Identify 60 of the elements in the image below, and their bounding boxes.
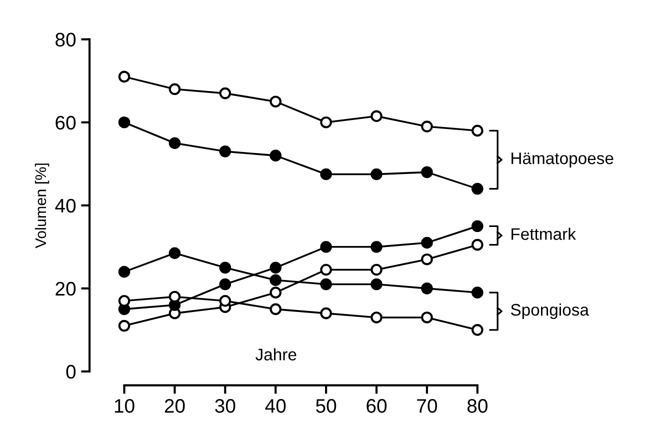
y-tick-label: 0: [66, 364, 76, 379]
point: [421, 120, 433, 132]
point: [168, 83, 181, 96]
point: [118, 116, 130, 128]
point: [219, 278, 232, 290]
point: [421, 166, 433, 178]
y-tick-label: 80: [56, 32, 76, 47]
point: [320, 116, 332, 128]
x-axis-title: Jahre: [256, 348, 296, 360]
point: [219, 146, 232, 158]
point: [472, 124, 484, 137]
point: [421, 282, 433, 294]
point: [219, 262, 232, 274]
point: [421, 253, 433, 266]
point: [370, 168, 382, 180]
point: [370, 241, 382, 253]
point: [270, 150, 282, 162]
x-tick-label: 20: [164, 399, 185, 413]
point: [118, 266, 130, 278]
x-tick-label: 80: [467, 399, 488, 413]
point: [219, 87, 232, 100]
point: [270, 96, 282, 108]
point: [472, 182, 484, 195]
point: [320, 278, 332, 290]
point: [472, 324, 484, 336]
text: Fettmark: [512, 228, 576, 240]
point: [370, 278, 382, 290]
point: [421, 236, 433, 249]
point: [270, 262, 282, 274]
x-tick-label: 60: [366, 399, 387, 413]
y-axis-title: Volumen [%]: [34, 164, 50, 248]
point: [270, 274, 282, 286]
text: Spongiosa: [510, 303, 589, 320]
point: [270, 303, 282, 316]
point: [370, 312, 382, 324]
point: [320, 264, 332, 276]
point: [270, 286, 282, 298]
point: [370, 264, 382, 276]
point: [370, 110, 382, 122]
point: [219, 294, 232, 307]
x-tick-label: 70: [417, 399, 438, 413]
point: [472, 220, 484, 232]
point: [320, 307, 332, 320]
point: [168, 247, 181, 260]
point: [118, 320, 130, 332]
point: [472, 238, 484, 251]
point: [168, 137, 181, 150]
y-tick-label: 60: [56, 116, 76, 130]
y-tick-label: 20: [56, 282, 76, 296]
x-tick-label: 10: [114, 399, 134, 413]
point: [118, 70, 130, 83]
point: [320, 168, 332, 180]
point: [421, 312, 433, 324]
x-tick-label: 40: [265, 399, 286, 413]
x-tick-label: 50: [316, 399, 336, 413]
point: [320, 241, 332, 253]
text: Hämatopoese: [512, 152, 614, 168]
point: [472, 286, 484, 298]
x-tick-label: 30: [215, 399, 236, 413]
y-tick-label: 40: [55, 198, 76, 213]
